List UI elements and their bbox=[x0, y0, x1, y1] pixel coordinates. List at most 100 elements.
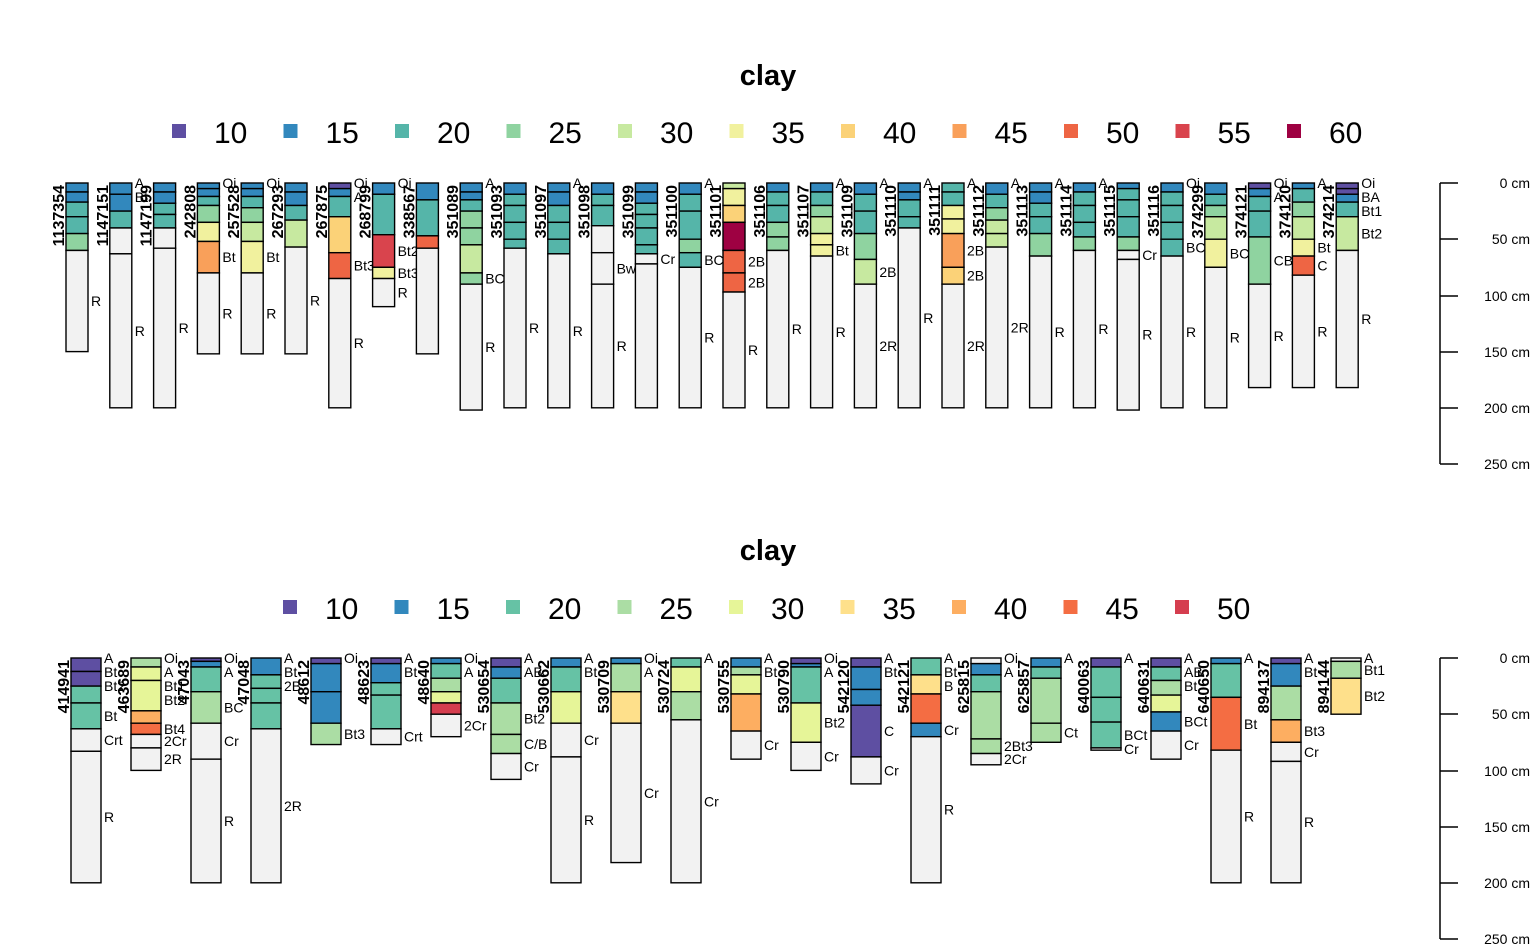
horizon-47043-3 bbox=[190, 691, 222, 724]
horizon-351089-0 bbox=[459, 182, 483, 193]
horizon-351113-4 bbox=[1028, 232, 1053, 257]
horizon-label: BC bbox=[485, 271, 504, 287]
horizon-257528-2 bbox=[240, 195, 264, 209]
horizon-label: 2R bbox=[967, 338, 985, 354]
profile-625857: Ct A 625857 bbox=[1016, 650, 1078, 744]
horizon-351098-3 bbox=[590, 225, 615, 254]
profile-530755: Cr ABt 530755 bbox=[716, 650, 779, 760]
horizon-label: R bbox=[485, 339, 495, 355]
horizon-label: A bbox=[284, 650, 294, 666]
horizon-1147199-4 bbox=[152, 227, 177, 249]
legend-label-55: 55 bbox=[1218, 117, 1251, 150]
horizon-351112-3 bbox=[985, 219, 1009, 235]
horizon-label: Cr bbox=[764, 737, 779, 753]
profile-id: 530654 bbox=[476, 660, 493, 713]
profile-351100: BC R A 351100 bbox=[664, 175, 724, 409]
horizon-351107-2 bbox=[809, 204, 834, 218]
horizon-351107-3 bbox=[809, 216, 834, 235]
profile-338567: 338567 bbox=[401, 182, 440, 355]
legend-label-45: 45 bbox=[1106, 593, 1139, 626]
horizon-351101-3 bbox=[722, 221, 746, 252]
horizon-351106-5 bbox=[766, 249, 790, 409]
legend-label-10: 10 bbox=[325, 593, 358, 626]
horizon-label: Cr bbox=[644, 785, 659, 801]
legend-label-30: 30 bbox=[771, 593, 804, 626]
horizon-label: A bbox=[884, 650, 894, 666]
profile-id: 625815 bbox=[956, 660, 973, 713]
legend-swatch-50 bbox=[1064, 124, 1078, 138]
horizon-47048-2 bbox=[250, 687, 282, 704]
profile-48612: Bt3 Oi 48612 bbox=[296, 650, 365, 746]
axis-tick-label: 150 cm bbox=[1484, 344, 1530, 360]
profile-374299: BC R 374299 bbox=[1190, 182, 1249, 409]
horizon-351109-5 bbox=[853, 283, 878, 409]
horizon-label: R bbox=[1317, 323, 1327, 339]
profile-id: 374121 bbox=[1234, 185, 1251, 238]
legend-label-15: 15 bbox=[437, 593, 470, 626]
legend-label-20: 20 bbox=[548, 593, 581, 626]
horizon-640063-3 bbox=[1090, 721, 1122, 749]
depth-axis: 0 cm 50 cm 100 cm 150 cm 200 cm 250 cm bbox=[1439, 650, 1530, 947]
horizon-label: R bbox=[1186, 324, 1196, 340]
horizon-label: Bt bbox=[104, 664, 117, 680]
horizon-351113-2 bbox=[1028, 202, 1053, 218]
horizon-267293-3 bbox=[284, 219, 308, 248]
horizon-640631-3 bbox=[1150, 694, 1182, 713]
horizon-label: R bbox=[704, 330, 714, 346]
horizon-label: Bt bbox=[836, 242, 849, 258]
horizon-640631-1 bbox=[1150, 666, 1182, 682]
horizon-1147151-1 bbox=[109, 193, 133, 212]
horizon-1147199-5 bbox=[152, 247, 177, 409]
profile-id: 267875 bbox=[314, 185, 331, 238]
horizon-351097-5 bbox=[547, 253, 571, 409]
horizon-640631-0 bbox=[1150, 657, 1182, 668]
horizon-530654-2 bbox=[490, 677, 522, 704]
profile-530724: Cr A 530724 bbox=[656, 650, 719, 884]
horizon-894137-0 bbox=[1270, 657, 1302, 665]
profile-id: 48640 bbox=[416, 660, 433, 705]
profile-id: 463689 bbox=[116, 660, 133, 713]
legend-swatch-50 bbox=[1175, 600, 1189, 614]
horizon-label: A bbox=[485, 175, 495, 191]
horizon-47043-2 bbox=[190, 666, 222, 693]
horizon-48612-0 bbox=[310, 657, 342, 665]
profile-351107: Bt R A 351107 bbox=[796, 175, 849, 409]
horizon-640063-4 bbox=[1090, 747, 1122, 751]
horizon-374120-2 bbox=[1291, 201, 1316, 218]
horizon-351106-2 bbox=[766, 204, 790, 224]
horizon-label: Cr bbox=[1124, 741, 1139, 757]
horizon-351111-0 bbox=[941, 182, 965, 193]
horizon-374214-2 bbox=[1335, 193, 1359, 203]
horizon-48640-2 bbox=[430, 677, 462, 693]
horizon-374120-0 bbox=[1291, 182, 1316, 190]
horizon-351097-3 bbox=[547, 221, 571, 240]
horizon-label: Bw bbox=[617, 260, 637, 276]
profile-id: 351111 bbox=[927, 185, 944, 236]
horizon-463689-0 bbox=[130, 657, 162, 668]
horizon-47048-0 bbox=[250, 657, 282, 676]
horizon-47048-4 bbox=[250, 728, 282, 884]
horizon-label: Oi bbox=[344, 650, 358, 666]
horizon-894144-2 bbox=[1330, 677, 1362, 715]
horizon-1147199-2 bbox=[152, 202, 177, 216]
horizon-894137-4 bbox=[1270, 741, 1302, 763]
horizon-1147151-0 bbox=[109, 182, 133, 195]
horizon-267875-2 bbox=[328, 195, 352, 218]
horizon-label: BA bbox=[1361, 189, 1380, 205]
profile-id: 640650 bbox=[1196, 660, 1213, 713]
axis-tick-label: 0 cm bbox=[1500, 650, 1530, 666]
horizon-351114-5 bbox=[1072, 249, 1097, 409]
horizon-1137354-0 bbox=[65, 182, 89, 193]
horizon-label: Oi bbox=[464, 650, 478, 666]
legend-label-25: 25 bbox=[549, 117, 582, 150]
horizon-1147199-1 bbox=[152, 191, 177, 204]
horizon-label: Oi bbox=[824, 650, 838, 666]
horizon-label: A bbox=[1364, 650, 1374, 666]
horizon-label: A bbox=[404, 650, 414, 666]
legend-swatch-35 bbox=[729, 124, 744, 138]
horizon-351113-3 bbox=[1028, 216, 1053, 235]
axis-tick-label: 200 cm bbox=[1484, 400, 1530, 416]
horizon-542120-0 bbox=[850, 657, 882, 668]
